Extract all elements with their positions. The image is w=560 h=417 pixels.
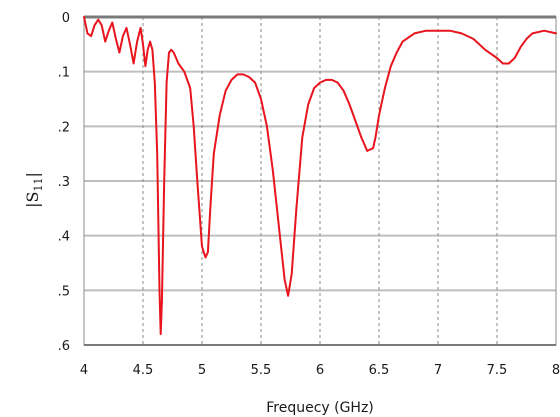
y-tick-label: .2 <box>58 120 70 135</box>
axes-frame <box>83 15 557 346</box>
x-tick-label: 7 <box>434 363 442 378</box>
x-tick-label: 7.5 <box>487 363 508 378</box>
y-tick-label: .3 <box>58 175 70 190</box>
x-tick-label: 6.5 <box>369 363 390 378</box>
y-tick-label: .4 <box>58 230 70 245</box>
x-tick-label: 4 <box>80 363 88 378</box>
x-tick-label: 4.5 <box>133 363 154 378</box>
x-tick-label: 6 <box>316 363 324 378</box>
x-tick-label: 8 <box>552 363 560 378</box>
y-axis-label-main: |S <box>23 192 42 208</box>
y-axis-label: |S11| <box>23 172 45 208</box>
y-tick-label: .5 <box>58 284 70 299</box>
y-tick-labels: 0 .1 .2 .3 .4 .5 .6 <box>58 11 70 354</box>
x-tick-label: 5.5 <box>251 363 272 378</box>
y-tick-label: .1 <box>58 66 70 81</box>
y-axis-label-subscript: 11 <box>32 178 45 192</box>
x-tick-labels: 4 4.5 5 5.5 6 6.5 7 7.5 8 <box>80 363 560 378</box>
series-layer <box>83 16 557 336</box>
s11-curve <box>83 16 557 336</box>
y-tick-label: .6 <box>58 339 70 354</box>
y-tick-label: 0 <box>62 11 70 26</box>
y-axis-label-end: | <box>23 172 42 177</box>
x-tick-label: 5 <box>198 363 206 378</box>
x-axis-label: Frequecy (GHz) <box>266 400 374 416</box>
